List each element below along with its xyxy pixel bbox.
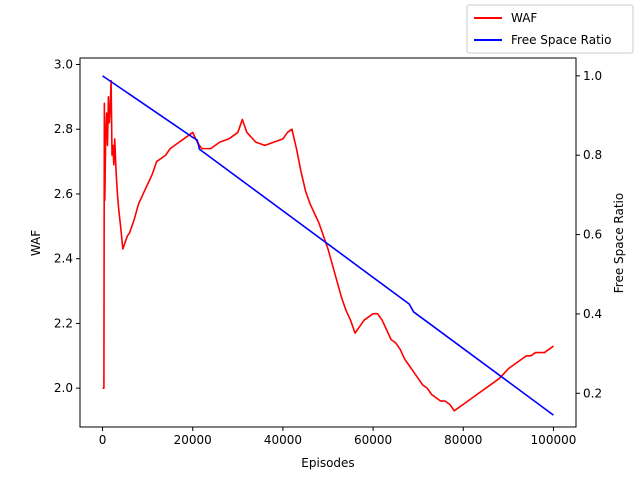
x-axis: 0 20000 40000 60000 80000 100000 <box>99 427 577 447</box>
x-tick-label: 0 <box>99 433 107 447</box>
x-tick-label: 40000 <box>264 433 302 447</box>
plot-frame <box>79 57 577 428</box>
legend: WAF Free Space Ratio <box>466 4 634 54</box>
x-tick-label: 60000 <box>354 433 392 447</box>
axes-frame <box>79 57 577 428</box>
series-line-1 <box>102 75 554 416</box>
y-axis-label: WAF <box>29 230 43 256</box>
y2-tick-label: 0.6 <box>583 228 602 242</box>
y-tick-label: 2.2 <box>54 316 73 330</box>
y-tick-label: 2.8 <box>54 122 73 136</box>
y2-tick-label: 0.4 <box>583 307 602 321</box>
y-axis-left: 2.0 2.2 2.4 2.6 2.8 3.0 <box>54 57 80 395</box>
x-tick-label: 20000 <box>174 433 212 447</box>
y-tick-label: 2.4 <box>54 252 73 266</box>
y2-tick-label: 1.0 <box>583 69 602 83</box>
x-tick-label: 100000 <box>531 433 577 447</box>
y-axis-right: 0.2 0.4 0.6 0.8 1.0 <box>576 69 602 400</box>
legend-box <box>466 4 634 54</box>
y-tick-label: 2.0 <box>54 381 73 395</box>
plot-area <box>102 75 554 416</box>
x-tick-label: 80000 <box>444 433 482 447</box>
legend-label-free-space-ratio: Free Space Ratio <box>511 33 611 47</box>
x-axis-label: Episodes <box>301 456 354 470</box>
y2-tick-label: 0.2 <box>583 386 602 400</box>
y2-axis-label: Free Space Ratio <box>612 193 626 293</box>
y-tick-label: 3.0 <box>54 57 73 71</box>
series-line-0 <box>102 79 554 412</box>
y-tick-label: 2.6 <box>54 187 73 201</box>
y2-tick-label: 0.8 <box>583 148 602 162</box>
legend-label-waf: WAF <box>511 11 537 25</box>
